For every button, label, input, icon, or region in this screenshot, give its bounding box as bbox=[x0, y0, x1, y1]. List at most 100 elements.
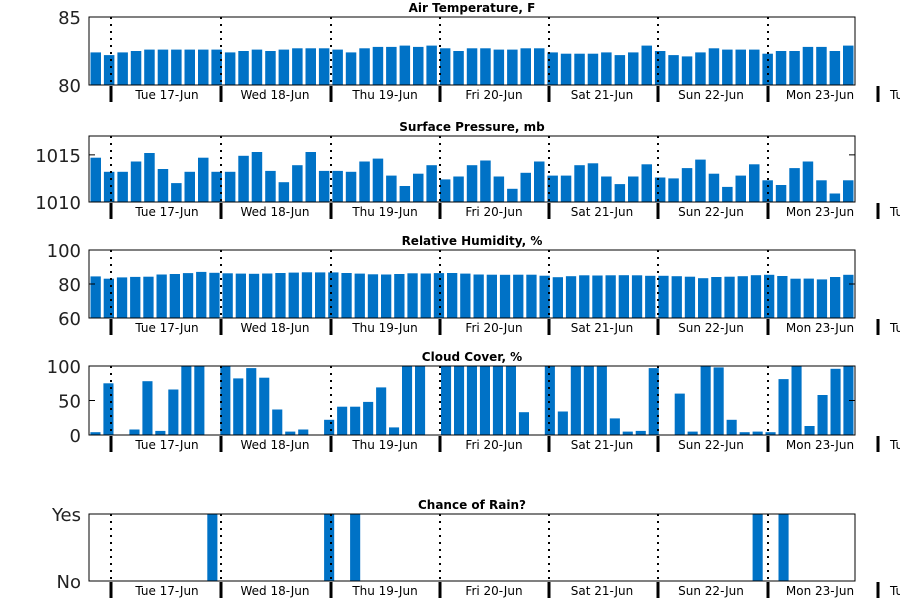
bar-cloud-cover-35 bbox=[544, 366, 555, 435]
xtick-label-chance-of-rain-7: Tue bbox=[889, 584, 900, 598]
bar-surface-pressure-17 bbox=[318, 170, 330, 202]
bar-relative-humidity-46 bbox=[698, 278, 709, 318]
ytick-label-relative-humidity-2: 100 bbox=[47, 241, 81, 262]
bar-cloud-cover-8 bbox=[194, 366, 205, 435]
xtick-label-cloud-cover-5: Sun 22-Jun bbox=[678, 438, 744, 452]
bar-surface-pressure-25 bbox=[426, 165, 437, 202]
bar-cloud-cover-1 bbox=[103, 383, 114, 436]
bar-surface-pressure-14 bbox=[278, 182, 290, 202]
bar-chance-of-rain-9 bbox=[207, 514, 218, 581]
bar-air-temperature-32 bbox=[520, 48, 531, 85]
bar-cloud-cover-47 bbox=[700, 366, 711, 435]
bar-relative-humidity-34 bbox=[539, 275, 550, 318]
bar-surface-pressure-46 bbox=[708, 173, 720, 202]
bar-cloud-cover-36 bbox=[557, 411, 568, 435]
bar-relative-humidity-55 bbox=[816, 279, 828, 318]
bar-relative-humidity-7 bbox=[182, 273, 194, 318]
xtick-label-air-temperature-4: Sat 21-Jun bbox=[571, 88, 634, 102]
bar-cloud-cover-58 bbox=[843, 366, 854, 435]
bar-relative-humidity-5 bbox=[156, 274, 167, 318]
bar-chance-of-rain-18 bbox=[324, 514, 335, 581]
bar-relative-humidity-51 bbox=[764, 274, 775, 318]
bar-relative-humidity-30 bbox=[486, 274, 497, 319]
bar-air-temperature-41 bbox=[641, 45, 652, 85]
bar-surface-pressure-31 bbox=[507, 188, 518, 202]
bar-surface-pressure-3 bbox=[130, 161, 142, 202]
xtick-label-surface-pressure-0: Tue 17-Jun bbox=[134, 205, 198, 219]
bar-air-temperature-13 bbox=[265, 51, 276, 85]
bar-cloud-cover-54 bbox=[791, 366, 802, 435]
bar-surface-pressure-21 bbox=[372, 158, 384, 202]
bar-surface-pressure-28 bbox=[466, 165, 478, 202]
bar-surface-pressure-27 bbox=[453, 176, 464, 202]
bar-relative-humidity-19 bbox=[341, 273, 352, 319]
bar-cloud-cover-23 bbox=[389, 427, 400, 435]
bar-relative-humidity-26 bbox=[433, 273, 445, 318]
bar-air-temperature-43 bbox=[668, 55, 679, 85]
bar-cloud-cover-25 bbox=[415, 366, 426, 435]
bar-cloud-cover-42 bbox=[635, 430, 646, 435]
bar-surface-pressure-0 bbox=[90, 157, 101, 202]
bar-surface-pressure-15 bbox=[292, 165, 303, 202]
bar-relative-humidity-42 bbox=[645, 275, 656, 318]
bar-relative-humidity-14 bbox=[275, 273, 286, 319]
xtick-label-cloud-cover-0: Tue 17-Jun bbox=[134, 438, 198, 452]
bar-air-temperature-44 bbox=[681, 56, 693, 85]
bar-relative-humidity-22 bbox=[381, 274, 392, 318]
bar-cloud-cover-29 bbox=[466, 366, 477, 435]
bar-relative-humidity-25 bbox=[420, 273, 431, 318]
chart-title-air-temperature: Air Temperature, F bbox=[409, 1, 536, 15]
xtick-label-chance-of-rain-6: Mon 23-Jun bbox=[786, 584, 854, 598]
ytick-label-chance-of-rain-1: Yes bbox=[51, 505, 81, 526]
bar-surface-pressure-9 bbox=[211, 171, 222, 202]
bar-surface-pressure-52 bbox=[789, 168, 800, 202]
xtick-label-air-temperature-1: Wed 18-Jun bbox=[241, 88, 310, 102]
bar-cloud-cover-10 bbox=[220, 366, 231, 435]
bar-surface-pressure-8 bbox=[198, 157, 209, 202]
bar-cloud-cover-37 bbox=[570, 366, 581, 435]
bar-relative-humidity-50 bbox=[750, 275, 762, 318]
xtick-label-relative-humidity-6: Mon 23-Jun bbox=[786, 321, 854, 335]
plot-frame-air-temperature bbox=[88, 16, 856, 86]
bar-relative-humidity-20 bbox=[354, 273, 365, 318]
chart-title-surface-pressure: Surface Pressure, mb bbox=[399, 120, 545, 134]
bar-surface-pressure-47 bbox=[722, 186, 733, 202]
bar-air-temperature-37 bbox=[587, 53, 599, 85]
bar-surface-pressure-26 bbox=[439, 179, 451, 202]
xtick-label-surface-pressure-3: Fri 20-Jun bbox=[465, 205, 522, 219]
bar-relative-humidity-38 bbox=[592, 275, 603, 318]
bar-air-temperature-35 bbox=[560, 53, 572, 85]
bar-relative-humidity-28 bbox=[460, 273, 471, 318]
bar-relative-humidity-40 bbox=[618, 275, 629, 318]
bar-surface-pressure-11 bbox=[238, 155, 249, 202]
bar-cloud-cover-39 bbox=[596, 366, 607, 435]
xtick-label-surface-pressure-5: Sun 22-Jun bbox=[678, 205, 744, 219]
bar-air-temperature-15 bbox=[292, 48, 303, 85]
ytick-label-air-temperature-1: 85 bbox=[58, 8, 81, 29]
ytick-label-relative-humidity-1: 80 bbox=[58, 275, 81, 296]
bar-surface-pressure-22 bbox=[386, 175, 397, 202]
bar-surface-pressure-54 bbox=[816, 180, 827, 202]
bar-surface-pressure-39 bbox=[614, 184, 626, 202]
bar-cloud-cover-16 bbox=[298, 429, 309, 435]
bar-relative-humidity-31 bbox=[499, 274, 511, 318]
bar-cloud-cover-21 bbox=[363, 401, 374, 435]
bar-air-temperature-48 bbox=[735, 49, 746, 85]
xtick-label-cloud-cover-3: Fri 20-Jun bbox=[465, 438, 522, 452]
bar-surface-pressure-12 bbox=[251, 152, 263, 202]
xtick-label-air-temperature-2: Thu 19-Jun bbox=[351, 88, 417, 102]
bar-relative-humidity-21 bbox=[367, 274, 379, 318]
bar-cloud-cover-22 bbox=[376, 387, 387, 435]
bar-surface-pressure-24 bbox=[413, 173, 424, 202]
bar-surface-pressure-1 bbox=[103, 171, 115, 202]
bar-cloud-cover-13 bbox=[259, 377, 270, 435]
bar-air-temperature-33 bbox=[534, 48, 545, 85]
bar-relative-humidity-17 bbox=[315, 272, 326, 318]
bar-air-temperature-54 bbox=[816, 46, 827, 85]
bar-cloud-cover-6 bbox=[168, 389, 179, 435]
ytick-label-cloud-cover-0: 0 bbox=[70, 426, 81, 447]
bar-chance-of-rain-53 bbox=[778, 514, 789, 581]
bar-air-temperature-8 bbox=[198, 49, 209, 85]
bar-air-temperature-51 bbox=[775, 51, 787, 85]
bar-surface-pressure-55 bbox=[829, 193, 841, 202]
